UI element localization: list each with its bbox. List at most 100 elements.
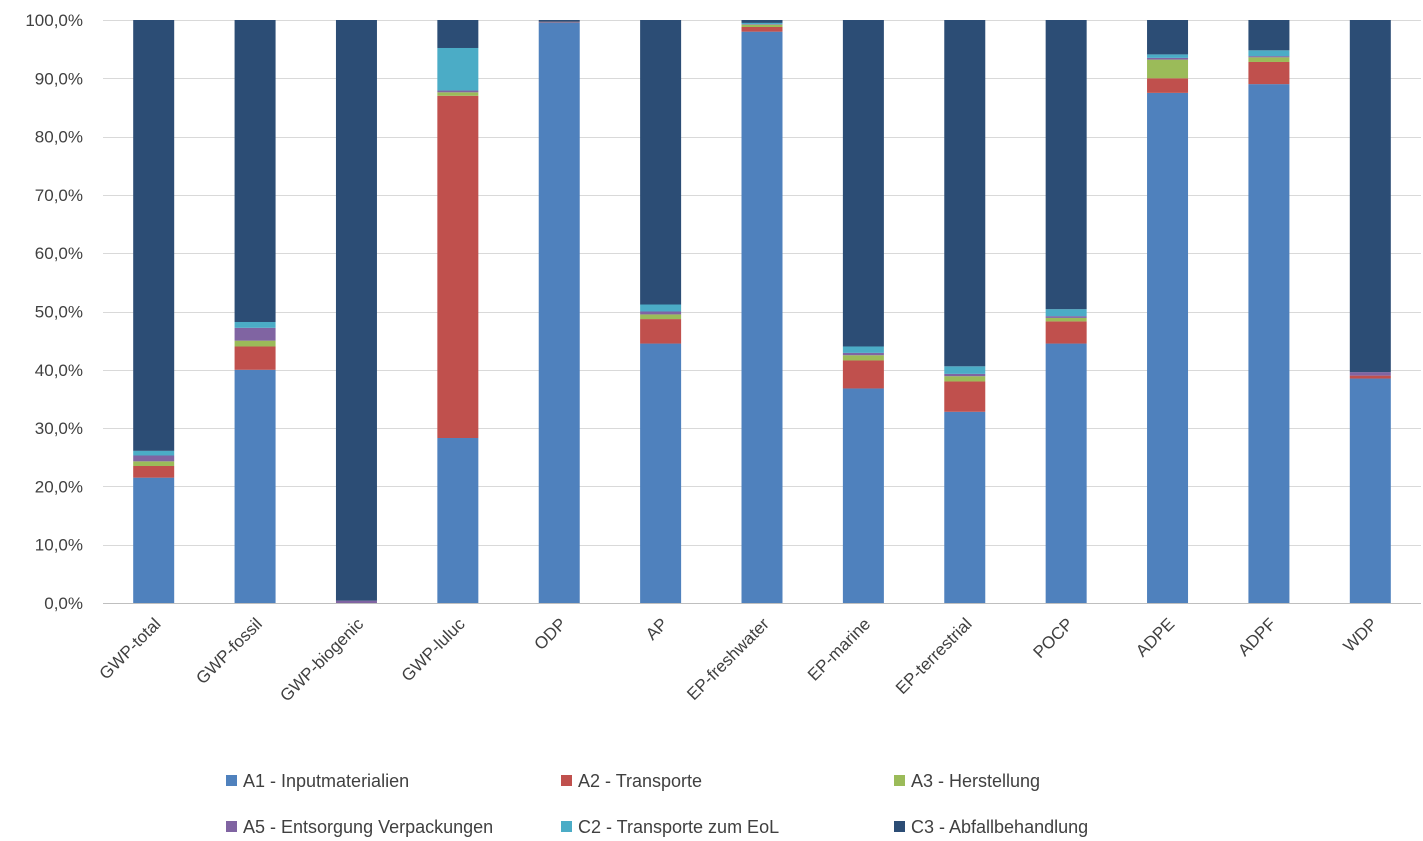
bar-segment-ep-freshwater-a3 (741, 24, 783, 27)
bar-segment-ep-freshwater-a2 (741, 26, 783, 32)
bar-segment-adpe-a5 (1147, 57, 1189, 60)
bar-segment-ap-c2 (640, 304, 682, 312)
bar-segment-ep-terrestrial-c3 (944, 20, 986, 367)
bar-segment-adpe-a3 (1147, 59, 1189, 79)
bar-segment-adpf-a3 (1248, 57, 1290, 62)
bar-segment-ap-a2 (640, 319, 682, 344)
legend-label-a1: A1 - Inputmaterialien (243, 771, 409, 791)
legend-label-a2: A2 - Transporte (578, 771, 702, 791)
y-tick-label: 90,0% (35, 69, 83, 88)
legend-swatch-c3 (894, 821, 905, 832)
bars (133, 20, 1391, 604)
bar-segment-wdp-c3 (1349, 20, 1391, 373)
legend-label-a5: A5 - Entsorgung Verpackungen (243, 817, 493, 837)
bar-segment-ap-a1 (640, 343, 682, 603)
bar-segment-gwp-biogenic-a5 (335, 600, 377, 603)
bar-segment-pocp-c2 (1045, 309, 1087, 317)
bar-segment-adpe-a2 (1147, 78, 1189, 93)
x-tick-label-gwp-fossil: GWP-fossil (192, 614, 266, 688)
y-tick-label: 50,0% (35, 303, 83, 322)
bar-segment-ep-freshwater-a5 (741, 24, 783, 25)
bar-segment-gwp-total-a5 (133, 455, 175, 462)
bar-segment-gwp-luluc-a1 (437, 438, 479, 603)
x-tick-label-ep-terrestrial: EP-terrestrial (892, 614, 976, 698)
bar-segment-adpf-a2 (1248, 61, 1290, 85)
y-tick-label: 60,0% (35, 244, 83, 263)
bar-segment-pocp-a2 (1045, 321, 1087, 344)
x-tick-label-adpe: ADPE (1132, 614, 1178, 660)
bar-segment-gwp-total-c2 (133, 450, 175, 456)
legend-swatch-a3 (894, 775, 905, 786)
bar-segment-ep-marine-c2 (842, 346, 884, 353)
bar-segment-adpe-a1 (1147, 92, 1189, 603)
y-tick-label: 80,0% (35, 128, 83, 147)
x-tick-label-ep-marine: EP-marine (804, 614, 874, 684)
bar-segment-gwp-luluc-c3 (437, 20, 479, 48)
y-tick-label: 30,0% (35, 419, 83, 438)
bar-segment-ap-a3 (640, 314, 682, 320)
bar-segment-gwp-fossil-a5 (234, 327, 276, 341)
bar-segment-adpe-c2 (1147, 54, 1189, 58)
bar-segment-ap-c3 (640, 20, 682, 305)
x-tick-label-gwp-total: GWP-total (96, 614, 165, 683)
x-tick-label-adpf: ADPF (1234, 614, 1279, 659)
bar-segment-odp-c3 (538, 20, 580, 22)
bar-segment-gwp-fossil-c2 (234, 321, 276, 328)
bar-segment-gwp-total-a3 (133, 461, 175, 466)
y-tick-label: 70,0% (35, 186, 83, 205)
bar-segment-adpf-a5 (1248, 56, 1290, 58)
x-tick-label-pocp: POCP (1029, 614, 1077, 662)
bar-segment-adpf-c3 (1248, 20, 1290, 51)
bar-segment-ep-terrestrial-a3 (944, 376, 986, 382)
x-tick-label-ep-freshwater: EP-freshwater (683, 614, 773, 704)
bar-segment-gwp-total-c3 (133, 20, 175, 451)
y-tick-label: 40,0% (35, 361, 83, 380)
legend-label-a3: A3 - Herstellung (911, 771, 1040, 791)
bar-segment-gwp-fossil-c3 (234, 20, 276, 322)
bar-segment-ep-marine-a1 (842, 388, 884, 603)
y-tick-label: 10,0% (35, 536, 83, 555)
bar-segment-gwp-total-a2 (133, 465, 175, 478)
bar-segment-ep-marine-a5 (842, 352, 884, 356)
bar-segment-wdp-a2 (1349, 375, 1391, 379)
bar-segment-gwp-total-a1 (133, 477, 175, 603)
x-tick-label-ap: AP (642, 614, 671, 643)
bar-segment-pocp-a1 (1045, 343, 1087, 603)
bar-segment-gwp-luluc-c2 (437, 47, 479, 91)
bar-segment-gwp-fossil-a3 (234, 340, 276, 347)
bar-segment-gwp-biogenic-c3 (335, 20, 377, 601)
bar-segment-ep-freshwater-c3 (741, 20, 783, 23)
legend-label-c2: C2 - Transporte zum EoL (578, 817, 779, 837)
x-tick-label-gwp-luluc: GWP-luluc (398, 614, 469, 685)
bar-segment-ep-freshwater-c2 (741, 22, 783, 25)
legend-swatch-c2 (561, 821, 572, 832)
bar-segment-pocp-c3 (1045, 20, 1087, 310)
x-tick-label-wdp: WDP (1340, 614, 1381, 655)
legend-swatch-a1 (226, 775, 237, 786)
x-tick-label-odp: ODP (531, 614, 570, 653)
bar-segment-ep-terrestrial-a5 (944, 373, 986, 377)
bar-segment-gwp-luluc-a2 (437, 95, 479, 439)
bar-segment-pocp-a3 (1045, 317, 1087, 322)
bar-segment-ep-marine-c3 (842, 20, 884, 347)
bar-segment-wdp-a1 (1349, 378, 1391, 603)
bar-segment-ep-marine-a3 (842, 355, 884, 361)
y-tick-label: 0,0% (44, 594, 83, 613)
bar-segment-ep-terrestrial-a1 (944, 411, 986, 603)
y-tick-label: 20,0% (35, 477, 83, 496)
bar-segment-ep-freshwater-a1 (741, 31, 783, 604)
y-tick-label: 100,0% (25, 11, 83, 30)
bar-segment-wdp-a5 (1349, 372, 1391, 376)
bar-segment-gwp-luluc-a5 (437, 90, 479, 93)
bar-segment-pocp-a5 (1045, 316, 1087, 318)
bar-segment-gwp-fossil-a2 (234, 346, 276, 370)
legend-swatch-a5 (226, 821, 237, 832)
bar-segment-odp-a2 (538, 21, 580, 23)
bar-segment-adpe-c3 (1147, 20, 1189, 55)
bar-segment-gwp-fossil-a1 (234, 369, 276, 603)
bar-segment-odp-a1 (538, 22, 580, 603)
bar-segment-ep-terrestrial-a2 (944, 381, 986, 412)
x-tick-label-gwp-biogenic: GWP-biogenic (276, 614, 367, 705)
